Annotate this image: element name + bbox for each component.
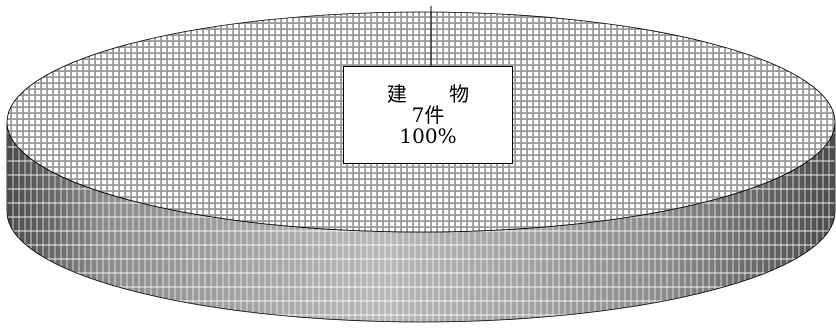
- data-label-box: 建 物 7件 100%: [343, 66, 513, 164]
- pie-side-texture: [7, 122, 835, 322]
- pie-slice-building: [6, 11, 836, 323]
- slice-category-label: 建 物: [386, 81, 488, 106]
- slice-count-label: 7件: [411, 102, 445, 127]
- slice-percent-label: 100%: [399, 123, 457, 148]
